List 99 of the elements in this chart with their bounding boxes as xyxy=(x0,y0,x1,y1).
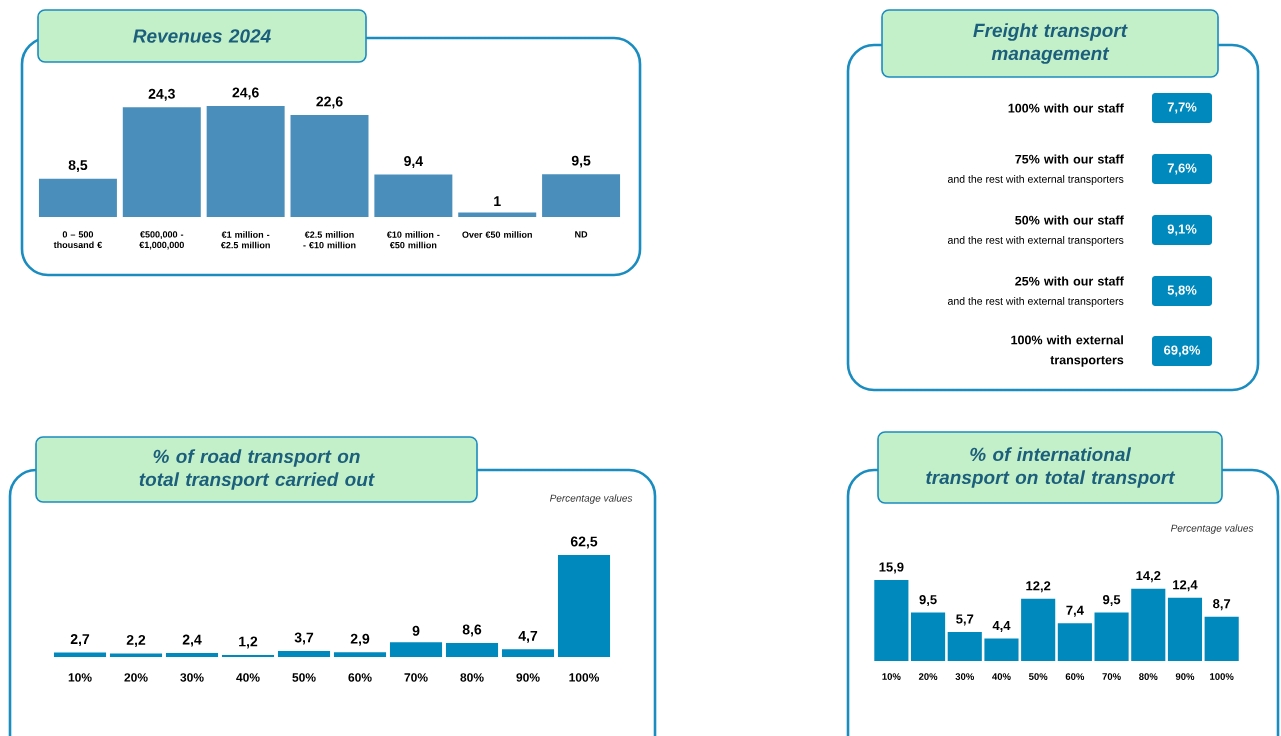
bar xyxy=(38,178,117,217)
bar xyxy=(1204,616,1239,662)
x-tick-label: 50% xyxy=(292,673,316,682)
bar xyxy=(1131,588,1166,662)
bar xyxy=(122,107,201,217)
x-tick-label: 0 – 500 thousand € xyxy=(53,231,103,249)
data-label: 2,9 xyxy=(350,633,370,646)
chart-title: % of international transport on total transport xyxy=(926,447,1176,488)
bar xyxy=(333,652,387,658)
x-tick-label: ND xyxy=(575,231,588,238)
x-tick-label: €500,000 - €1,000,000 xyxy=(139,231,184,250)
data-label: 14,2 xyxy=(1136,571,1161,583)
text: 7,6% xyxy=(1167,163,1197,175)
x-tick-label: 30% xyxy=(180,673,204,682)
x-tick-label: 80% xyxy=(1139,673,1158,680)
x-tick-label: 20% xyxy=(918,673,938,680)
x-tick-label: 40% xyxy=(236,673,260,682)
bar xyxy=(1094,612,1129,662)
x-tick-label: 90% xyxy=(1175,673,1195,680)
text: 7,7% xyxy=(1167,102,1197,114)
x-tick-label: €2.5 million - €10 million xyxy=(303,231,356,249)
text: 69,8% xyxy=(1164,345,1201,357)
bar xyxy=(947,631,982,662)
bar xyxy=(290,115,369,217)
data-label: 5,7 xyxy=(956,614,974,626)
text: 9,1% xyxy=(1167,224,1197,236)
bar xyxy=(458,212,537,217)
data-label: 24,6 xyxy=(232,87,259,100)
bar xyxy=(109,653,163,658)
x-tick-label: 50% xyxy=(1028,673,1048,680)
bar xyxy=(984,638,1019,662)
bar xyxy=(874,580,909,662)
x-tick-label: 90% xyxy=(516,673,540,682)
bar xyxy=(557,555,611,658)
x-tick-label: 40% xyxy=(992,673,1011,680)
bar xyxy=(206,106,285,217)
data-label: 9 xyxy=(412,625,420,636)
chart-title: Revenues 2024 xyxy=(133,29,271,43)
x-tick-label: 70% xyxy=(1102,673,1121,680)
text: and the rest with external transporters xyxy=(948,297,1124,307)
data-label: 7,4 xyxy=(1066,605,1084,617)
x-tick-label: 10% xyxy=(882,673,901,680)
x-tick-label: Over €50 million xyxy=(462,231,532,238)
data-label: 24,3 xyxy=(148,88,175,101)
x-tick-label: €1 million - €2.5 million xyxy=(220,231,270,249)
category-label: 100% with external transporters xyxy=(1011,335,1124,367)
bar xyxy=(445,642,499,658)
data-label: 2,2 xyxy=(126,634,146,647)
bar xyxy=(277,650,331,658)
bar xyxy=(1057,623,1092,662)
data-label: 8,5 xyxy=(68,160,88,173)
data-label: 12,4 xyxy=(1173,580,1198,592)
data-label: 2,4 xyxy=(182,634,202,647)
category-label: 50% with our staff xyxy=(1015,215,1124,225)
data-label: 8,7 xyxy=(1213,599,1231,611)
bar xyxy=(1021,598,1056,662)
data-label: 1 xyxy=(494,196,501,206)
x-tick-label: 80% xyxy=(460,673,484,682)
x-tick-label: 60% xyxy=(348,673,372,682)
bar xyxy=(53,652,107,658)
data-label: 4,4 xyxy=(992,621,1011,633)
data-label: 12,2 xyxy=(1026,581,1051,593)
x-tick-label: 10% xyxy=(68,673,92,682)
x-tick-label: 100% xyxy=(1210,673,1234,680)
x-tick-label: 30% xyxy=(955,673,975,680)
data-label: 22,6 xyxy=(316,96,343,109)
x-tick-label: 100% xyxy=(569,673,600,682)
data-label: 9,5 xyxy=(1102,594,1121,607)
bar xyxy=(165,653,219,658)
bar xyxy=(911,612,946,662)
text: and the rest with external transporters xyxy=(948,236,1124,246)
data-label: 3,7 xyxy=(294,632,314,645)
x-tick-label: 20% xyxy=(124,673,148,682)
data-label: 9,5 xyxy=(919,594,937,607)
data-label: 4,7 xyxy=(518,631,538,643)
data-label: 8,6 xyxy=(462,624,482,637)
text: 5,8% xyxy=(1167,285,1197,297)
data-label: 9,5 xyxy=(571,155,591,168)
data-label: 62,5 xyxy=(570,536,598,549)
bar xyxy=(389,642,443,658)
data-label: 15,9 xyxy=(879,562,904,574)
x-tick-label: 70% xyxy=(404,673,428,682)
text: and the rest with external transporters xyxy=(948,175,1124,185)
text: Percentage values xyxy=(549,494,633,504)
bar xyxy=(1167,597,1203,662)
chart-title: % of road transport on total transport carried out xyxy=(139,449,375,490)
data-label: 1,2 xyxy=(239,636,258,649)
data-label: 2,7 xyxy=(70,634,90,647)
bar xyxy=(542,174,621,217)
text: Percentage values xyxy=(1170,524,1254,534)
bar xyxy=(374,174,453,217)
bar xyxy=(501,649,555,658)
category-label: 25% with our staff xyxy=(1015,276,1124,286)
data-label: 9,4 xyxy=(404,156,424,169)
category-label: 100% with our staff xyxy=(1008,103,1124,113)
text: Freight transport management xyxy=(973,23,1128,64)
x-tick-label: 60% xyxy=(1065,673,1085,680)
category-label: 75% with our staff xyxy=(1015,154,1124,164)
x-tick-label: €10 million - €50 million xyxy=(386,231,440,249)
